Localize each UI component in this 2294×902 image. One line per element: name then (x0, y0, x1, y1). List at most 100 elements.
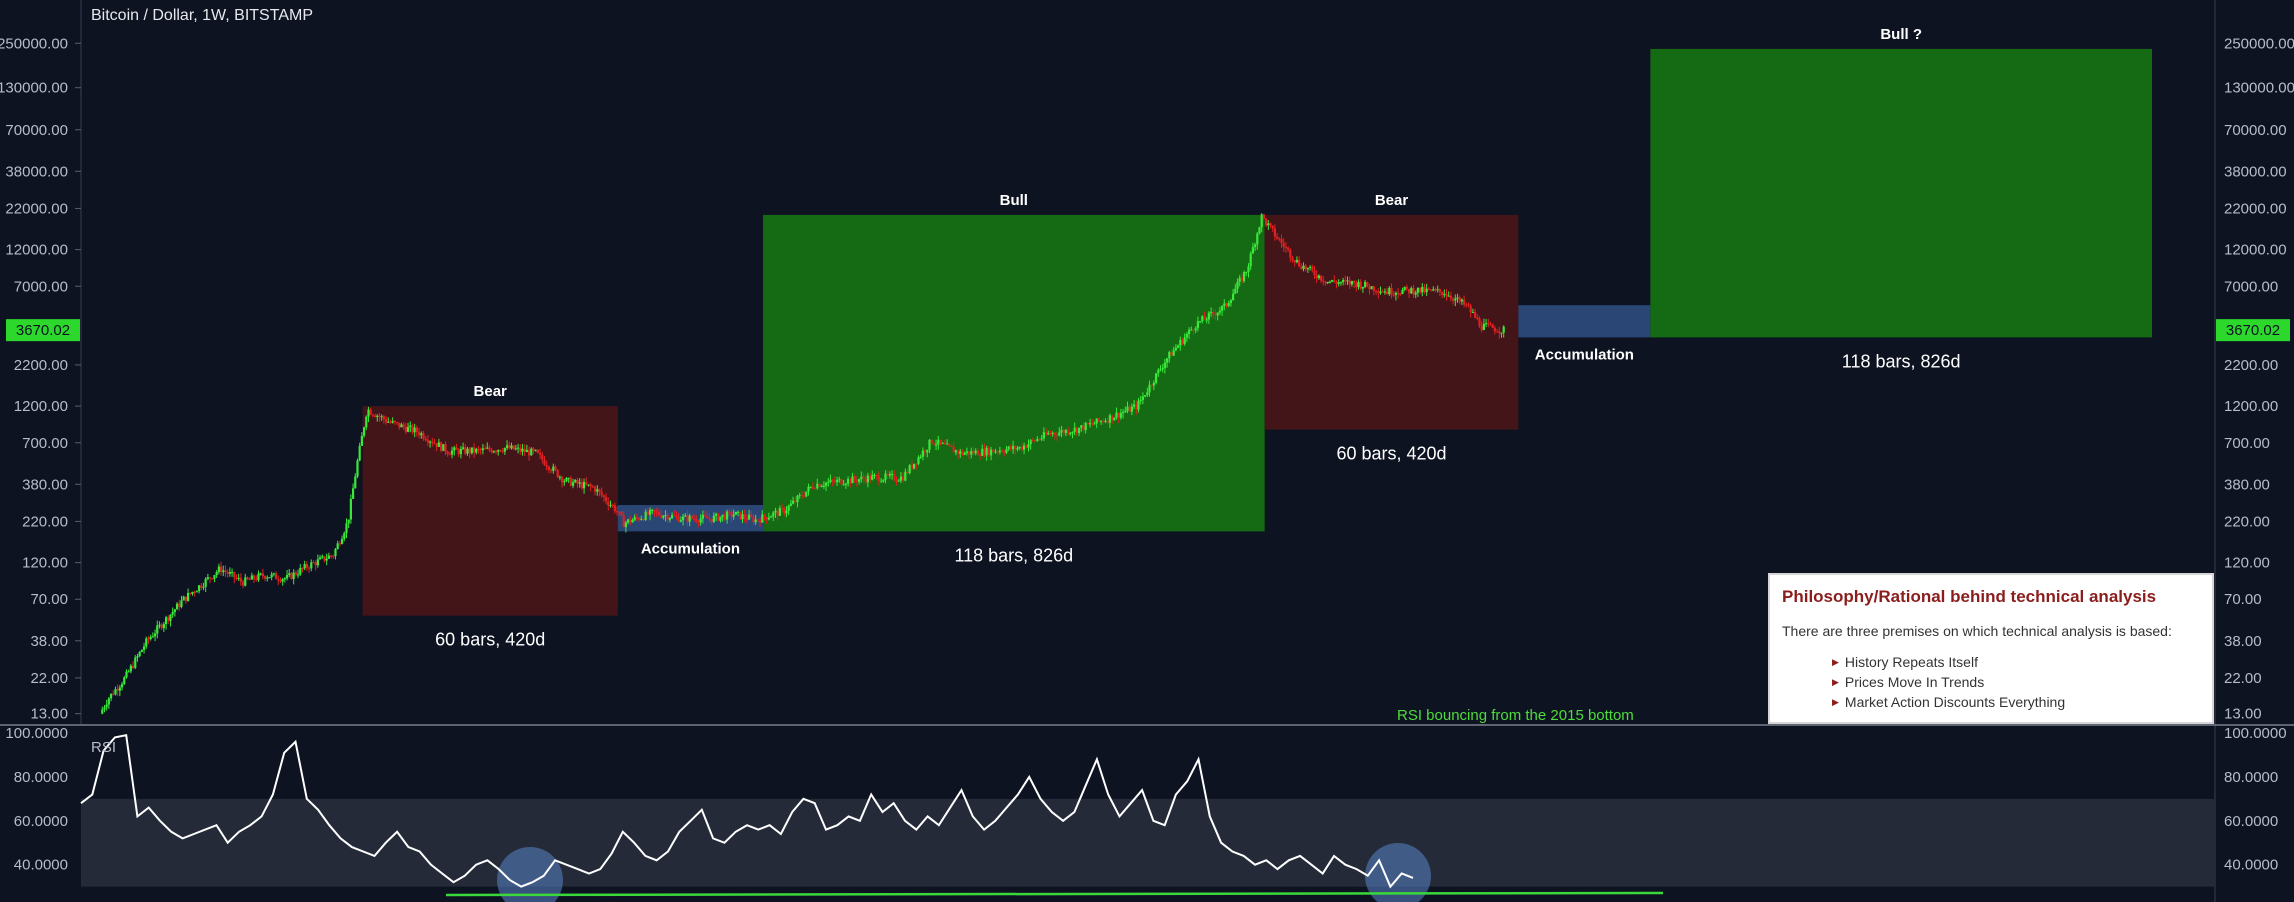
candle-body (1262, 214, 1265, 219)
candle-body (640, 518, 643, 520)
candle-body (1124, 411, 1127, 413)
candle-body (1306, 267, 1309, 270)
candle-body (835, 479, 839, 483)
candle-body (494, 451, 498, 453)
info-box-heading: Philosophy/Rational behind technical ana… (1782, 587, 2157, 606)
candle-body (1220, 306, 1224, 311)
candle-body (963, 453, 966, 455)
candle-body (1286, 247, 1290, 250)
candle-body (824, 482, 828, 486)
candle-body (712, 515, 715, 522)
candle-body (684, 515, 687, 517)
candle-body (829, 479, 832, 482)
candle-body (1161, 368, 1164, 370)
candle-body (1313, 270, 1316, 276)
candle-body (730, 511, 733, 517)
bear-box-label: Bear (1375, 192, 1409, 209)
candle-body (1223, 303, 1226, 307)
candle-body (1242, 272, 1246, 282)
candle-body (736, 511, 740, 513)
candle-body (1187, 329, 1191, 334)
candle-body (1132, 404, 1136, 407)
candle-body (1267, 223, 1270, 226)
candle-body (138, 651, 141, 657)
candle-body (193, 591, 196, 593)
candle-body (846, 478, 850, 484)
candle-body (301, 567, 304, 569)
candle-body (646, 511, 649, 515)
candle-body (1390, 287, 1393, 295)
bars-duration-label: 60 bars, 420d (1336, 444, 1446, 464)
candle-body (1082, 425, 1085, 431)
candle-body (417, 432, 421, 436)
candle-body (277, 579, 280, 581)
candle-body (1445, 294, 1448, 296)
candle-body (426, 440, 429, 443)
price-tick-label: 1200.00 (14, 398, 68, 415)
rsi-support-line (445, 891, 1664, 897)
candle-body (127, 671, 130, 673)
candle-body (974, 450, 977, 454)
rsi-pane: 100.0000 100.0000 80.0000 80.0000 60.0000 60.… (5, 725, 2287, 902)
candle-body (486, 447, 489, 449)
candle-body (897, 480, 900, 482)
candle-body (532, 448, 535, 451)
candle-body (521, 448, 524, 452)
candle-body (767, 517, 770, 520)
candle-body (129, 665, 132, 672)
candle-body (435, 443, 438, 447)
candle-body (576, 479, 579, 484)
chart-title: Bitcoin / Dollar, 1W, BITSTAMP (91, 7, 313, 24)
candle-body (1489, 324, 1492, 326)
candle-body (534, 449, 537, 451)
candle-body (994, 451, 997, 453)
candle-body (1374, 291, 1378, 293)
candle-body (1119, 413, 1122, 418)
candle-body (384, 419, 388, 423)
candle-body (1278, 238, 1281, 240)
candle-body (279, 580, 282, 582)
candle-body (937, 439, 940, 445)
candle-body (547, 466, 550, 470)
candle-body (109, 693, 113, 699)
candle-body (1150, 384, 1153, 386)
candle-body (644, 511, 647, 521)
candle-body (1042, 432, 1045, 439)
candle-body (1148, 384, 1151, 393)
candle-body (1031, 440, 1034, 442)
candle-body (613, 505, 616, 512)
candle-body (411, 425, 414, 433)
candle-body (131, 665, 135, 668)
candle-body (1165, 358, 1169, 363)
rsi-tick-label: 60.0000 (2224, 813, 2278, 830)
price-tick-label: 22000.00 (5, 200, 68, 217)
candle-body (1115, 412, 1118, 418)
candle-body (1247, 266, 1250, 272)
candle-body (290, 573, 293, 579)
candle-body (501, 451, 504, 453)
candle-body (197, 585, 201, 592)
candle-body (466, 448, 469, 454)
candle-body (175, 603, 179, 610)
price-tick-label: 380.00 (22, 476, 68, 493)
candle-body (970, 450, 973, 455)
candle-body (855, 479, 858, 482)
candle-body (395, 422, 399, 424)
candle-body (1033, 440, 1037, 442)
candle-body (314, 562, 317, 566)
candle-body (666, 515, 669, 520)
price-tick-label: 70000.00 (5, 122, 68, 139)
price-tick-label: 130000.00 (0, 80, 68, 97)
candle-body (928, 439, 931, 450)
candle-body (769, 516, 773, 518)
candle-body (838, 479, 841, 481)
candle-body (976, 450, 979, 456)
bull-box (763, 214, 1265, 532)
candle-body (1194, 328, 1197, 331)
candle-body (261, 573, 264, 577)
candle-body (875, 475, 878, 477)
candle-body (184, 596, 187, 601)
candle-body (1295, 259, 1298, 263)
accumulation-box (1518, 305, 1651, 338)
premises-list: History Repeats Itself Prices Move In Tr… (1782, 653, 2200, 713)
